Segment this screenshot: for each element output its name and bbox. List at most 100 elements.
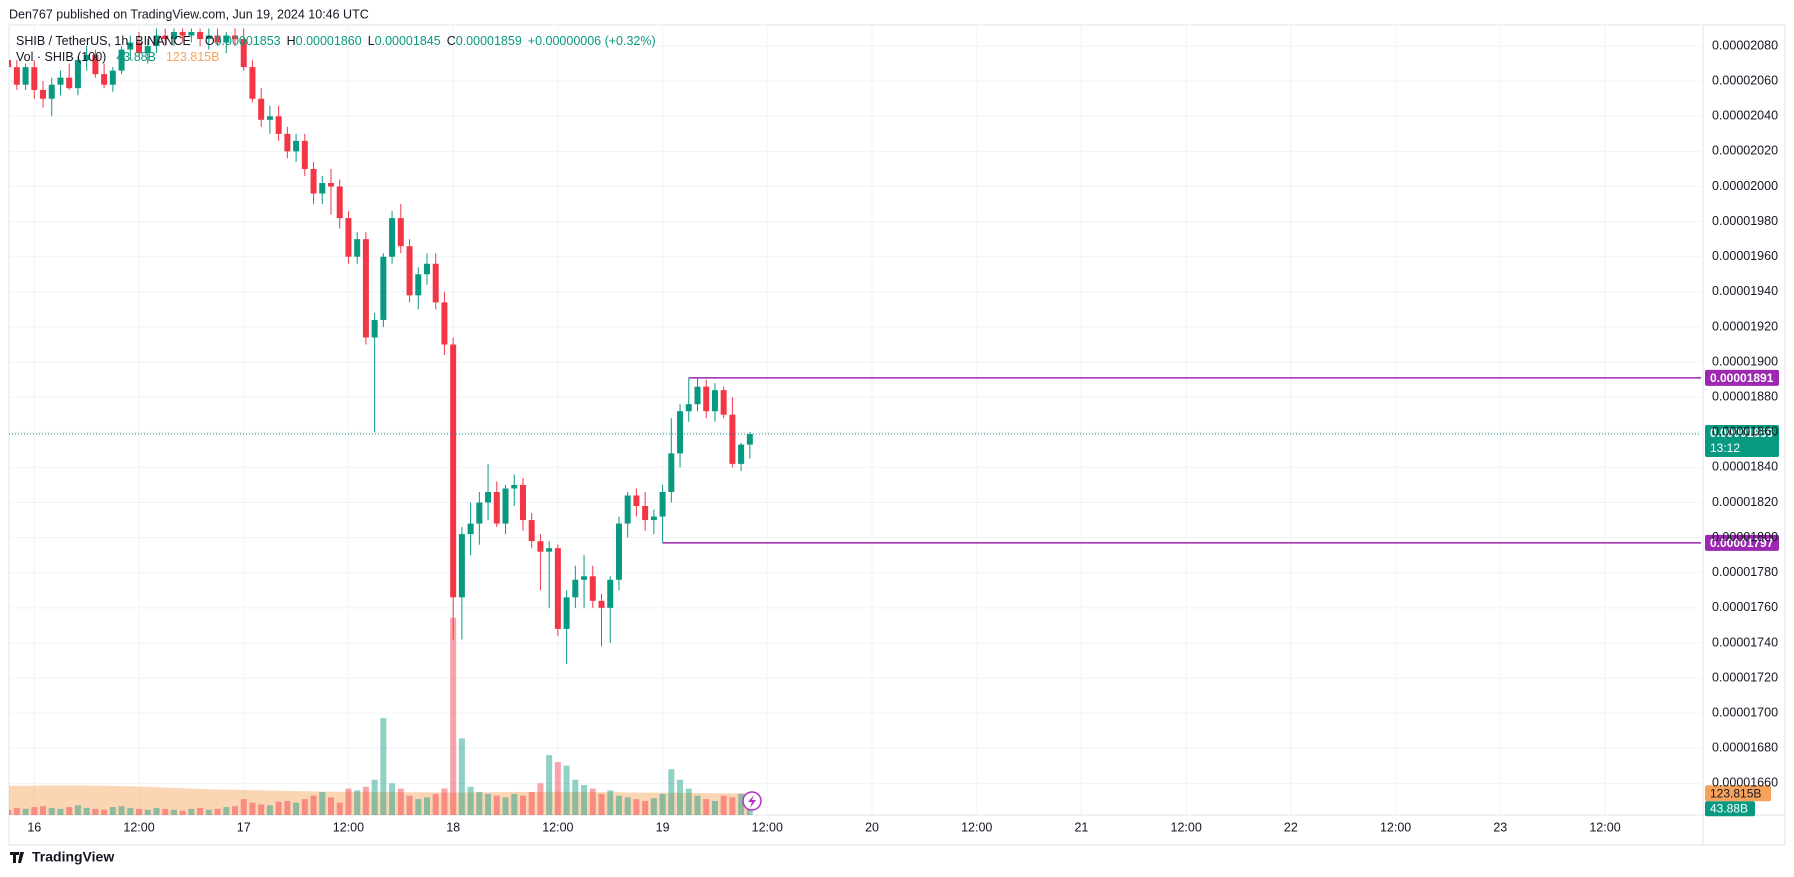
volume-bar [546, 755, 553, 815]
volume-bar [188, 808, 195, 815]
volume-bar [633, 799, 640, 815]
legend-change: +0.00000006 (+0.32%) [528, 34, 656, 48]
volume-bar [511, 793, 518, 815]
volume-bar [694, 795, 701, 815]
y-tick-label: 0.00001940 [1712, 284, 1778, 298]
candle-body [458, 534, 465, 598]
volume-bar [554, 762, 561, 815]
candle-body [214, 35, 221, 43]
candle-body [432, 263, 439, 303]
candle-body [389, 218, 396, 257]
volume-bar [275, 801, 282, 815]
candle-body [345, 218, 352, 257]
publish-header: Den767 published on TradingView.com, Jun… [9, 7, 369, 21]
y-tick-label: 0.00002020 [1712, 144, 1778, 158]
volume-last-label: 43.88B [1710, 801, 1748, 815]
y-tick-label: 0.00001760 [1712, 600, 1778, 614]
y-tick-label: 0.00001880 [1712, 389, 1778, 403]
volume-bar [703, 799, 710, 815]
legend-ohlc-value: 0.00001845 [375, 34, 441, 48]
footer-logo[interactable] [10, 852, 24, 863]
volume-bar [293, 802, 300, 815]
candle-body [493, 491, 500, 524]
y-tick-label: 0.00002000 [1712, 179, 1778, 193]
candle-body [581, 576, 588, 580]
volume-bar [598, 793, 605, 815]
candle-body [598, 600, 605, 608]
x-tick-label: 12:00 [752, 820, 783, 834]
y-tick-label: 0.00001720 [1712, 670, 1778, 684]
candle-body [485, 491, 492, 503]
volume-bar [485, 793, 492, 815]
y-tick-label: 0.00001660 [1712, 776, 1778, 790]
candle-body [563, 597, 570, 629]
y-tick-label: 0.00001960 [1712, 249, 1778, 263]
volume-bar [519, 795, 526, 815]
volume-bar [319, 792, 326, 815]
y-tick-label: 0.00001980 [1712, 214, 1778, 228]
candle-body [467, 523, 474, 535]
candle-body [249, 67, 256, 99]
candle-body [232, 35, 239, 40]
candle-body [746, 434, 753, 445]
candle-body [258, 98, 265, 120]
volume-bar [162, 808, 169, 815]
volume-bar [467, 786, 474, 815]
x-tick-label: 12:00 [961, 820, 992, 834]
candle-body [511, 484, 518, 489]
candle-body [441, 302, 448, 345]
volume-bar [607, 790, 614, 815]
candle-body [519, 484, 526, 521]
legend-ohlc-value: 0.00001859 [456, 34, 522, 48]
x-tick-label: 19 [656, 820, 670, 834]
candle-body [205, 35, 212, 40]
volume-bar [746, 807, 753, 815]
candle-body [476, 502, 483, 524]
x-tick-label: 12:00 [333, 820, 364, 834]
x-tick-label: 20 [865, 820, 879, 834]
volume-bar [441, 788, 448, 815]
volume-bar [615, 795, 622, 815]
candle-body [371, 319, 378, 338]
candle-body [572, 579, 579, 598]
candle-body [711, 390, 718, 412]
last-price-box [1705, 425, 1779, 458]
candle-body [406, 246, 413, 296]
candle-body [528, 520, 535, 542]
candle-body [354, 239, 361, 257]
alert-icon[interactable] [742, 791, 762, 811]
candle-body [144, 46, 151, 54]
candle-body [423, 263, 430, 275]
volume-bar [74, 805, 81, 815]
legend-volume-ma: 123.815B [166, 50, 220, 64]
volume-bar [109, 807, 116, 815]
candle-body [31, 67, 38, 90]
volume-bar [136, 808, 143, 815]
volume-bar [118, 806, 125, 815]
volume-bar [432, 793, 439, 815]
x-tick-label: 12:00 [1380, 820, 1411, 834]
y-tick-label: 0.00001860 [1712, 425, 1778, 439]
volume-bar [179, 810, 186, 815]
x-tick-label: 12:00 [1589, 820, 1620, 834]
x-tick-label: 12:00 [123, 820, 154, 834]
candle-body [319, 183, 326, 194]
candle-body [13, 67, 20, 85]
candle-body [703, 386, 710, 412]
volume-bar [31, 807, 38, 815]
volume-bar [415, 799, 422, 815]
volume-bar [48, 807, 55, 815]
candle-body [729, 414, 736, 464]
volume-bar [528, 792, 535, 815]
level-label-box [1705, 369, 1779, 386]
volume-bar [685, 788, 692, 815]
footer-brand[interactable]: TradingView [32, 849, 114, 865]
y-tick-label: 0.00001920 [1712, 319, 1778, 333]
candle-body [397, 218, 404, 247]
candle-body [223, 35, 230, 43]
y-tick-label: 0.00001780 [1712, 565, 1778, 579]
candle-body [336, 186, 343, 219]
volume-bar [650, 798, 657, 815]
y-tick-label: 0.00002080 [1712, 38, 1778, 52]
candles [9, 28, 753, 665]
